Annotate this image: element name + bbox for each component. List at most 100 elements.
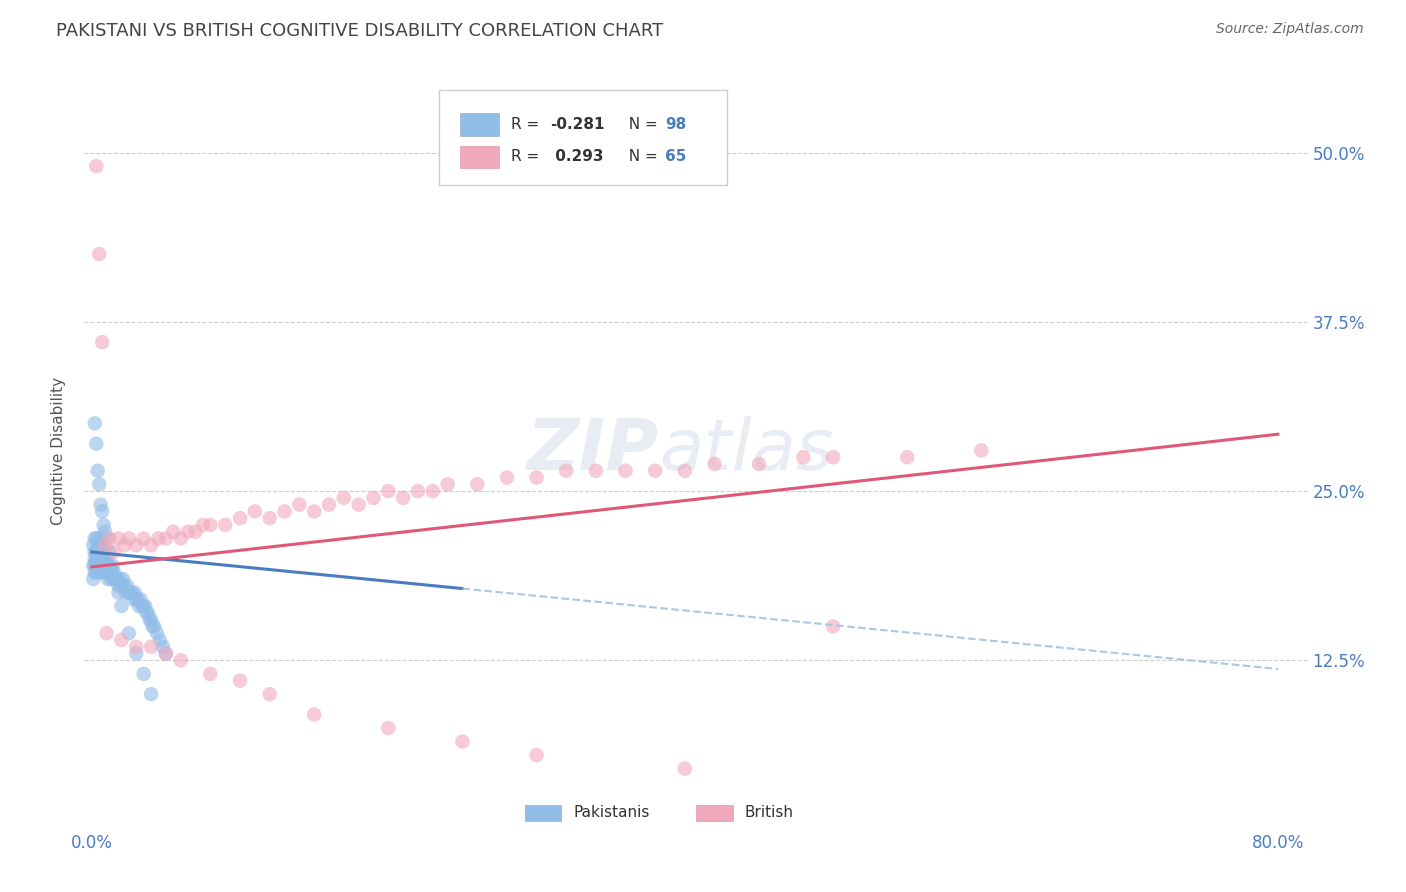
Point xyxy=(90,498,112,512)
Point xyxy=(792,450,814,465)
Point xyxy=(97,558,120,573)
Text: N =: N = xyxy=(619,149,662,164)
Point xyxy=(86,558,108,573)
Text: 98: 98 xyxy=(665,117,686,132)
Point xyxy=(273,504,295,518)
Point xyxy=(288,498,311,512)
Point xyxy=(347,498,370,512)
Point xyxy=(84,551,107,566)
Point xyxy=(91,538,114,552)
Point xyxy=(90,538,112,552)
Point xyxy=(555,464,578,478)
Point xyxy=(83,532,105,546)
Point xyxy=(125,640,148,654)
Text: 65: 65 xyxy=(665,149,686,164)
Point xyxy=(155,647,177,661)
Text: R =: R = xyxy=(512,149,544,164)
Point xyxy=(104,572,127,586)
Point xyxy=(134,599,156,614)
Point xyxy=(585,464,607,478)
Point xyxy=(96,532,118,546)
Point xyxy=(125,592,148,607)
Point xyxy=(86,545,108,559)
Point xyxy=(105,572,128,586)
Point xyxy=(83,545,105,559)
Text: N =: N = xyxy=(619,117,662,132)
Point xyxy=(89,545,111,559)
Point xyxy=(748,457,770,471)
Point xyxy=(94,551,117,566)
Point xyxy=(155,532,177,546)
Point xyxy=(143,619,166,633)
Point xyxy=(120,585,142,599)
Point xyxy=(103,545,125,559)
Point xyxy=(132,666,155,681)
Point xyxy=(112,579,135,593)
Point xyxy=(451,734,474,748)
Point xyxy=(93,558,115,573)
Point xyxy=(86,551,108,566)
Point xyxy=(112,538,135,552)
Point xyxy=(823,619,845,633)
Point xyxy=(422,484,444,499)
Point xyxy=(100,572,122,586)
Text: atlas: atlas xyxy=(659,416,834,485)
FancyBboxPatch shape xyxy=(524,805,561,822)
Point xyxy=(124,585,146,599)
Point xyxy=(155,647,177,661)
Text: R =: R = xyxy=(512,117,544,132)
Point xyxy=(229,673,252,688)
Point xyxy=(496,470,519,484)
FancyBboxPatch shape xyxy=(460,145,499,169)
Point xyxy=(465,477,488,491)
Point xyxy=(90,551,112,566)
Point xyxy=(110,599,132,614)
Point xyxy=(125,538,148,552)
Point xyxy=(149,633,172,648)
Point xyxy=(259,687,281,701)
Y-axis label: Cognitive Disability: Cognitive Disability xyxy=(51,376,66,524)
Point xyxy=(146,626,169,640)
Point xyxy=(138,613,160,627)
Point xyxy=(84,558,107,573)
Point xyxy=(96,566,118,580)
Point xyxy=(89,477,111,491)
Point xyxy=(162,524,184,539)
FancyBboxPatch shape xyxy=(439,90,727,186)
Point xyxy=(406,484,429,499)
Point xyxy=(214,517,236,532)
Point xyxy=(83,558,105,573)
Point xyxy=(107,585,129,599)
Point xyxy=(98,558,121,573)
Point xyxy=(84,436,107,450)
Point xyxy=(118,626,141,640)
Point xyxy=(127,592,149,607)
Point xyxy=(93,551,115,566)
Point xyxy=(673,464,696,478)
Point xyxy=(83,417,105,431)
Point xyxy=(703,457,725,471)
Point xyxy=(302,707,325,722)
Point xyxy=(107,532,129,546)
Point xyxy=(96,626,118,640)
Point xyxy=(83,566,105,580)
Point xyxy=(103,566,125,580)
Point xyxy=(117,579,139,593)
Point xyxy=(93,545,115,559)
Point xyxy=(333,491,356,505)
Point xyxy=(170,532,193,546)
Point xyxy=(107,579,129,593)
Point xyxy=(89,532,111,546)
Point xyxy=(98,566,121,580)
FancyBboxPatch shape xyxy=(696,805,733,822)
Text: -0.281: -0.281 xyxy=(550,117,605,132)
Point xyxy=(89,551,111,566)
Point xyxy=(970,443,993,458)
Point xyxy=(84,532,107,546)
Point xyxy=(82,538,104,552)
Point xyxy=(82,558,104,573)
Point xyxy=(170,653,193,667)
Point xyxy=(94,558,117,573)
Point xyxy=(135,606,157,620)
Point xyxy=(131,599,153,614)
